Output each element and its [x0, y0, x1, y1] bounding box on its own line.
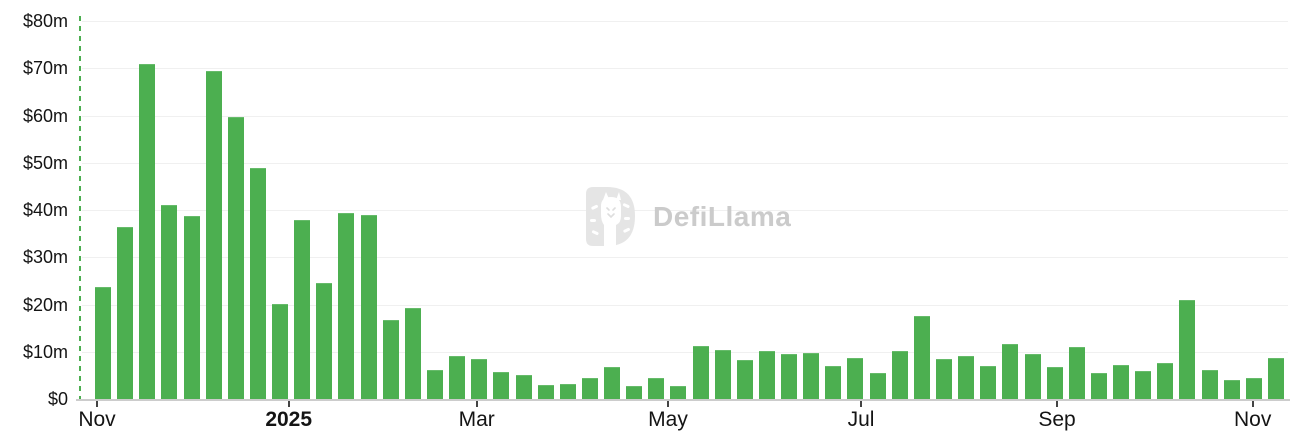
bar[interactable] [913, 315, 930, 400]
bar[interactable] [736, 359, 753, 400]
bar[interactable] [1024, 354, 1041, 400]
x-axis-tick [96, 401, 98, 407]
bar[interactable] [559, 383, 576, 400]
gridline [82, 351, 1288, 353]
bar[interactable] [1245, 377, 1262, 400]
bar[interactable] [803, 353, 820, 400]
x-axis-tick [860, 401, 862, 407]
bar[interactable] [316, 282, 333, 400]
bar[interactable] [426, 369, 443, 400]
bar[interactable] [980, 365, 997, 400]
bar[interactable] [692, 346, 709, 400]
y-axis-tick-label: $40m [22, 200, 68, 220]
bar[interactable] [1201, 370, 1218, 400]
x-axis-tick [287, 401, 290, 407]
bar[interactable] [404, 307, 421, 400]
bar[interactable] [1002, 343, 1019, 400]
bar[interactable] [338, 212, 355, 400]
x-axis-tick [1056, 401, 1058, 407]
bar[interactable] [139, 63, 156, 400]
bar[interactable] [891, 350, 908, 400]
period-start-dashed-line [79, 16, 81, 399]
bar[interactable] [1179, 300, 1196, 400]
defillama-logo-icon [586, 187, 635, 246]
gridline [82, 162, 1288, 164]
bar[interactable] [847, 358, 864, 400]
bar[interactable] [1223, 380, 1240, 400]
x-axis-tick-label: 2025 [265, 408, 313, 431]
y-axis-tick-label: $10m [22, 341, 68, 362]
bar[interactable] [1046, 366, 1063, 400]
bar[interactable] [272, 303, 289, 400]
watermark-label: DefiLlama [653, 200, 792, 232]
bar[interactable] [449, 356, 466, 400]
x-axis-tick-label: May [648, 408, 688, 431]
bar[interactable] [471, 358, 488, 400]
bar[interactable] [869, 372, 886, 400]
bar[interactable] [382, 320, 399, 400]
bar[interactable] [1135, 370, 1152, 400]
bar[interactable] [648, 378, 665, 400]
gridline [82, 115, 1288, 117]
gridline [82, 304, 1288, 306]
x-axis-tick-label: Nov [78, 408, 116, 431]
bar[interactable] [1068, 347, 1085, 400]
bar[interactable] [581, 378, 598, 400]
y-axis-tick-label: $20m [22, 294, 68, 315]
x-axis-tick [475, 401, 478, 407]
bar[interactable] [758, 350, 775, 400]
y-axis-tick-label: $30m [22, 247, 68, 268]
bar[interactable] [205, 70, 222, 400]
bar[interactable] [1157, 362, 1174, 400]
x-axis-tick-label: Sep [1038, 408, 1076, 431]
x-axis-line [76, 399, 1290, 401]
gridline [82, 21, 1288, 22]
y-axis-tick-label: $50m [22, 152, 68, 173]
bar[interactable] [117, 227, 134, 400]
y-axis-tick-label: $60m [22, 105, 68, 126]
bar[interactable] [714, 349, 731, 400]
x-axis-tick [667, 401, 669, 407]
x-axis-tick-label: Mar [458, 408, 495, 431]
bar[interactable] [227, 117, 244, 400]
bar[interactable] [515, 374, 532, 400]
bar[interactable] [626, 386, 643, 400]
gridline [82, 68, 1288, 70]
bar[interactable] [537, 384, 554, 400]
bar[interactable] [958, 356, 975, 400]
y-axis-tick-label: $70m [22, 58, 68, 79]
bar[interactable] [1267, 358, 1284, 400]
y-axis-tick-label: $0 [47, 389, 68, 409]
bar[interactable] [1090, 373, 1107, 400]
x-axis-tick-label: Jul [847, 408, 875, 431]
bar[interactable] [825, 365, 842, 400]
bar[interactable] [161, 205, 178, 400]
gridline [82, 257, 1288, 259]
bar[interactable] [936, 358, 953, 400]
bar[interactable] [781, 354, 798, 400]
bar[interactable] [360, 215, 377, 400]
x-axis-tick [1251, 401, 1254, 407]
bar[interactable] [249, 168, 266, 400]
bar[interactable] [294, 220, 311, 400]
y-axis-tick-label: $80m [22, 11, 68, 31]
x-axis-tick-label: Nov [1234, 408, 1272, 431]
bar[interactable] [183, 216, 200, 400]
bar[interactable] [670, 385, 687, 400]
defillama-watermark: DefiLlama [583, 186, 791, 247]
bar[interactable] [493, 372, 510, 400]
gridline [82, 210, 1288, 211]
bar[interactable] [95, 287, 111, 400]
bar[interactable] [1113, 364, 1130, 400]
bar[interactable] [604, 367, 621, 400]
